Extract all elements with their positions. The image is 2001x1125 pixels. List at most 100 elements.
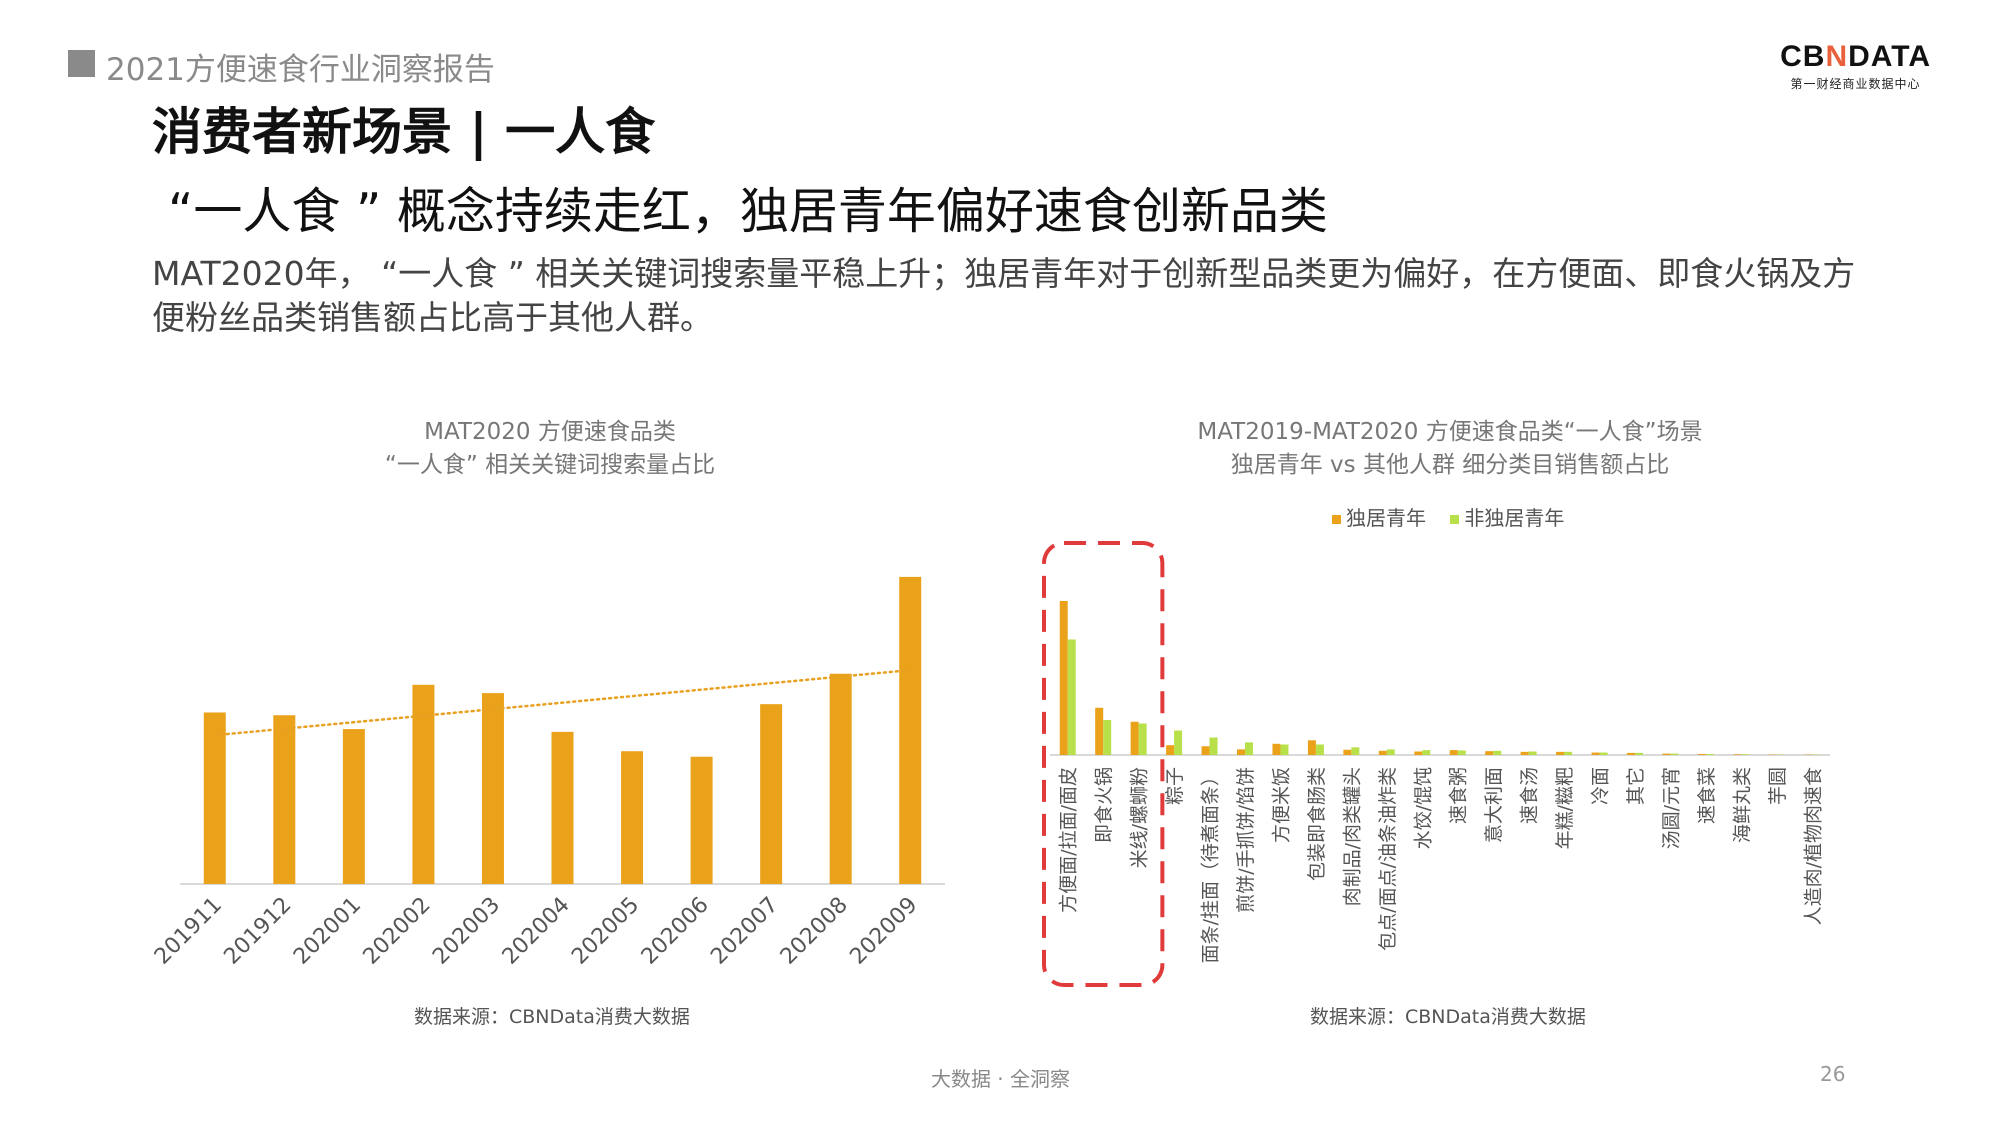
right-bar-series1 [1520, 751, 1529, 755]
logo-subtitle: 第一财经商业数据中心 [1790, 77, 1921, 91]
right-bar-series2 [1386, 749, 1395, 755]
right-bar-series1 [1627, 752, 1635, 755]
right-x-tick-label: 水饺/馄饨 [1412, 767, 1434, 849]
right-x-tick-label: 煎饼/手抓饼/馅饼 [1235, 767, 1257, 913]
right-bar-series2 [1351, 747, 1360, 755]
right-chart-source: 数据来源：CBNData消费大数据 [1310, 1006, 1586, 1028]
left-bar [342, 729, 365, 884]
right-bar-series1 [1237, 749, 1245, 755]
right-bar-series2 [1741, 754, 1750, 755]
right-x-tick-label: 即食火锅 [1093, 767, 1115, 843]
right-x-tick-label: 汤圆/元宵 [1660, 767, 1682, 849]
right-bar-series1 [1414, 751, 1423, 755]
highlight-box [1042, 541, 1165, 987]
right-bar-series1 [1662, 753, 1671, 755]
right-x-tick-label: 肉制品/肉类罐头 [1341, 767, 1363, 906]
right-bar-series2 [1245, 742, 1253, 755]
left-bar [273, 715, 296, 884]
right-x-tick-label: 芋圆 [1767, 767, 1789, 805]
left-bar [690, 756, 713, 884]
body-text: MAT2020年， “一人食 ” 相关关键词搜索量平稳上升；独居青年对于创新型品… [152, 254, 1856, 337]
legend-swatch-orange [1332, 515, 1341, 524]
legend-label-series2: 非独居青年 [1464, 506, 1565, 530]
headline: “一人食 ” 概念持续走红，独居青年偏好速食创新品类 [168, 183, 1328, 240]
page-number: 26 [1820, 1062, 1846, 1086]
right-x-tick-label: 其它 [1625, 767, 1647, 805]
right-x-tick-label: 意大利面 [1483, 767, 1505, 843]
right-bar-series1 [1059, 601, 1068, 755]
right-bar-series1 [1095, 707, 1104, 755]
right-x-tick-label: 面条/挂面（待煮面条） [1200, 767, 1222, 963]
right-bar-series2 [1705, 753, 1714, 755]
left-bar [481, 693, 504, 884]
right-x-tick-label: 包装即食肠类 [1306, 767, 1328, 881]
right-bar-series1 [1556, 751, 1565, 755]
right-x-tick-label: 方便面/拉面/面皮 [1058, 767, 1080, 913]
right-chart-title-line1: MAT2019-MAT2020 方便速食品类“一人食”场景 [1197, 419, 1703, 445]
section-title: 消费者新场景 | 一人食 [152, 103, 656, 161]
right-x-tick-label: 速食粥 [1448, 767, 1470, 824]
left-chart-title-line2: “一人食” 相关关键词搜索量占比 [384, 452, 716, 478]
right-bar-series2 [1280, 744, 1289, 755]
right-x-tick-label: 方便米饭 [1270, 767, 1292, 843]
right-bar-series2 [1174, 730, 1183, 755]
right-x-tick-label: 米线/螺蛳粉 [1129, 767, 1151, 868]
footer-slogan: 大数据 · 全洞察 [930, 1067, 1071, 1091]
right-bar-series1 [1307, 740, 1316, 755]
report-title: 2021方便速食行业洞察报告 [106, 52, 495, 88]
right-bar-series2 [1138, 723, 1147, 755]
right-x-tick-label: 年糕/糍粑 [1554, 767, 1576, 849]
left-chart-source: 数据来源：CBNData消费大数据 [414, 1006, 690, 1028]
right-bar-series2 [1315, 744, 1324, 755]
right-bar-series1 [1166, 745, 1175, 755]
right-bar-series1 [1272, 743, 1281, 755]
left-bar [899, 576, 922, 884]
right-bar-series2 [1209, 737, 1218, 755]
right-bar-series1 [1201, 746, 1210, 755]
left-chart-title: MAT2020 方便速食品类 “一人食” 相关关键词搜索量占比 [300, 416, 800, 482]
right-bar-series2 [1564, 751, 1573, 755]
left-bar [621, 751, 644, 884]
right-bar-series1 [1449, 750, 1458, 755]
legend-label-series1: 独居青年 [1346, 506, 1426, 530]
right-bar-series2 [1422, 750, 1431, 755]
right-bar-series2 [1635, 752, 1643, 755]
right-x-tick-label: 包点/面点/油条油炸类 [1377, 767, 1399, 951]
left-bar [551, 731, 574, 884]
right-bar-series2 [1599, 752, 1608, 755]
right-x-tick-label: 海鲜丸类 [1731, 767, 1753, 843]
logo: CBNDATA 第一财经商业数据中心 [1780, 40, 1931, 92]
right-bar-series1 [1130, 721, 1139, 755]
legend-swatch-green [1450, 515, 1460, 524]
logo-wordmark: CBNDATA [1780, 40, 1931, 73]
right-chart-legend: 独居青年 非独居青年 [1332, 502, 1564, 531]
left-bar [760, 704, 783, 884]
left-bar [203, 712, 226, 884]
right-bar-series2 [1457, 750, 1466, 755]
left-trendline [213, 668, 912, 737]
right-x-tick-label: 速食菜 [1696, 767, 1718, 824]
right-bar-series2 [1067, 639, 1076, 755]
right-bar-series1 [1378, 750, 1387, 755]
right-x-tick-label: 速食汤 [1519, 767, 1541, 824]
right-x-tick-label: 人造肉/植物肉速食 [1802, 767, 1824, 925]
right-bar-series1 [1697, 753, 1706, 755]
right-bar-series2 [1670, 753, 1679, 755]
right-chart-title: MAT2019-MAT2020 方便速食品类“一人食”场景 独居青年 vs 其他… [1120, 416, 1780, 482]
left-chart-title-line1: MAT2020 方便速食品类 [424, 419, 676, 445]
right-bar-series1 [1343, 749, 1352, 755]
right-chart-title-line2: 独居青年 vs 其他人群 细分类目销售额占比 [1230, 452, 1670, 478]
left-bar [412, 684, 435, 884]
right-x-tick-label: 冷面 [1590, 767, 1612, 805]
right-x-tick-label: 粽子 [1164, 767, 1186, 805]
right-bar-series1 [1485, 751, 1494, 755]
right-bar-series2 [1103, 720, 1112, 755]
right-bar-series1 [1733, 754, 1742, 755]
left-bar [829, 673, 852, 884]
right-bar-series2 [1528, 751, 1537, 755]
report-title-marker [68, 50, 95, 77]
right-bar-series2 [1493, 750, 1502, 755]
right-bar-series1 [1591, 752, 1600, 755]
